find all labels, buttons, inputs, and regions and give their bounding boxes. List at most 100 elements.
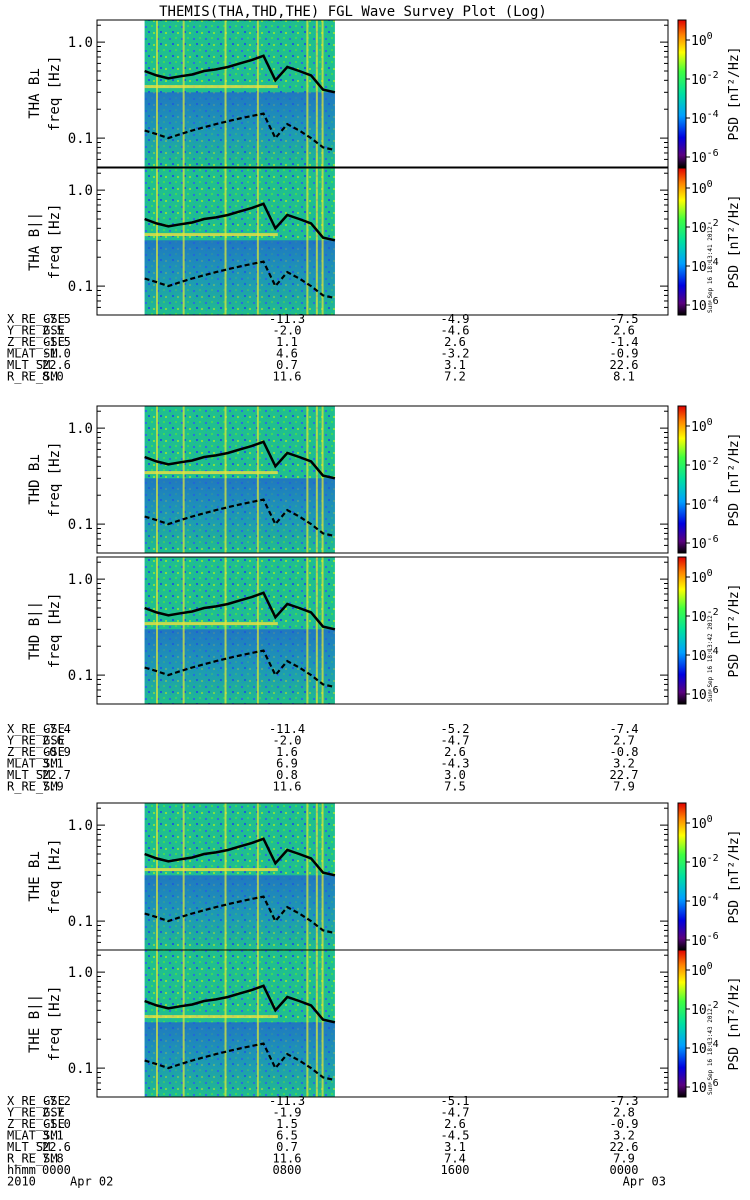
spectrogram-stripe: [224, 168, 227, 315]
spectrogram-stripe: [156, 168, 159, 315]
lower-frequency-trace: [144, 112, 336, 152]
orbit-value: 11.6: [273, 1152, 302, 1166]
lower-frequency-trace: [144, 260, 336, 300]
orbit-value: -4.3: [441, 757, 470, 771]
spectrogram-stripe: [224, 950, 227, 1097]
y-tick-label: 1.0: [68, 818, 93, 834]
orbit-row-label: MLT_SM: [7, 768, 50, 782]
panel-ylabel: THE B||: [27, 994, 43, 1053]
spectrogram-panel: 1.0 0.1 THE B|| freq [Hz] 100 10-2 10-4 10-6 PSD…: [27, 949, 742, 1098]
orbit-row-label: MLAT_SM: [7, 347, 58, 361]
orbit-value: 7.9: [613, 780, 635, 794]
year-label: 2010: [7, 1175, 36, 1189]
spectrogram-stripe: [156, 20, 159, 167]
orbit-value: 2.6: [444, 335, 466, 349]
orbit-row-label: MLT_SM: [7, 358, 50, 372]
colorbar-tick-label: 10-6: [691, 296, 719, 314]
colorbar-label: PSD [nT²/Hz]: [727, 584, 742, 678]
spectrogram-panel: 1.0 0.1 THD B|| freq [Hz] 100 10-2 10-4 10-6 PSD…: [27, 556, 742, 705]
spectrogram-band-line: [144, 622, 278, 626]
upper-frequency-trace: [144, 440, 336, 480]
colorbar-tick-label: 100: [691, 814, 713, 832]
colorbar-tick-label: 100: [691, 31, 713, 49]
orbit-row-label: R_RE_SM: [7, 1152, 58, 1166]
orbit-row-label: X_RE_GSE: [7, 1094, 65, 1108]
orbit-value: 3.0: [444, 768, 466, 782]
spectrogram-stripe: [315, 803, 318, 950]
colorbar-tick-label: 10-2: [691, 853, 719, 871]
time-tick-label: 1600: [441, 1163, 470, 1177]
y-tick-label: 0.1: [68, 279, 93, 295]
spectrogram-stripe: [224, 20, 227, 167]
orbit-value: -1.4: [610, 335, 639, 349]
orbit-value: 7.5: [444, 780, 466, 794]
spectrogram-stripe: [321, 406, 324, 553]
orbit-row-label: R_RE_SM: [7, 370, 58, 384]
spectrogram-stripe: [306, 406, 309, 553]
spectrogram-stripe: [315, 20, 318, 167]
spectrogram-panel: 1.0 0.1 THD B⊥ freq [Hz] 100 10-2 10-4 10-6 PSD …: [27, 405, 742, 554]
orbit-value: 22.7: [610, 768, 639, 782]
orbit-value: -7.4: [42, 722, 71, 736]
spectrogram-low-band: [144, 1022, 335, 1097]
orbit-value: -0.9: [42, 745, 71, 759]
spectrogram-stripe: [182, 168, 185, 315]
colorbar-tick-label: 10-2: [691, 218, 719, 236]
orbit-value: -11.4: [269, 722, 305, 736]
orbit-value: -7.3: [610, 1094, 639, 1108]
y-tick-label: 1.0: [68, 35, 93, 51]
orbit-value: 1.5: [276, 1117, 298, 1131]
spectrogram-stripe: [182, 557, 185, 704]
orbit-value: 7.9: [42, 780, 64, 794]
y-tick-label: 1.0: [68, 572, 93, 588]
panel-ylabel: THA B⊥: [27, 68, 43, 119]
colorbar: [677, 949, 687, 1098]
spectrogram-stripe: [224, 803, 227, 950]
panel-frame: [96, 949, 669, 1098]
orbit-value: -4.9: [441, 312, 470, 326]
upper-frequency-trace: [144, 591, 336, 631]
generation-stamp: Sun Sep 16 18:13:42 2012: [707, 615, 714, 702]
orbit-value: -11.3: [269, 312, 305, 326]
y-tick-label: 1.0: [68, 421, 93, 437]
orbit-value: 6.5: [276, 1129, 298, 1143]
orbit-row-label: X_RE_GSE: [7, 312, 65, 326]
panel-ysublabel: freq [Hz]: [47, 204, 63, 280]
orbit-value: 0.7: [276, 358, 298, 372]
orbit-value: -7.2: [42, 1094, 71, 1108]
spectrogram-panels: 1.0 0.1 THA B⊥ freq [Hz] 100 10-2 10-4 10-6 PSD …: [27, 19, 742, 1098]
spectrogram-stripe: [321, 803, 324, 950]
colorbar-tick-label: 10-4: [691, 892, 719, 910]
upper-frequency-trace: [144, 984, 336, 1024]
lower-frequency-trace: [144, 1042, 336, 1082]
upper-frequency-trace: [144, 202, 336, 242]
orbit-value: 2.7: [42, 1106, 64, 1120]
orbit-value: 22.7: [42, 768, 71, 782]
colorbar-tick-label: 10-6: [691, 1078, 719, 1096]
orbit-value: -4.6: [441, 324, 470, 338]
orbit-value: -0.9: [610, 347, 639, 361]
spectrogram-band-line: [144, 233, 278, 237]
orbit-value: 4.6: [276, 347, 298, 361]
orbit-value: 7.2: [444, 370, 466, 384]
spectrogram-stripe: [224, 557, 227, 704]
spectrogram-stripe: [321, 20, 324, 167]
time-row-label: hhmm: [7, 1163, 36, 1177]
y-tick-label: 1.0: [68, 183, 93, 199]
orbit-value: -4.7: [441, 1106, 470, 1120]
spectrogram-stripe: [256, 168, 259, 315]
spectrogram-stripe: [315, 168, 318, 315]
orbit-row-label: X_RE_GSE: [7, 722, 65, 736]
time-tick-label: 0000: [42, 1163, 71, 1177]
spectrogram-stripe: [256, 803, 259, 950]
colorbar: [677, 405, 687, 554]
spectrogram-band-line: [144, 471, 278, 475]
spectrogram-stripe: [315, 406, 318, 553]
generation-stamp: Sun Sep 16 18:13:43 2012: [707, 1008, 714, 1095]
colorbar-tick-label: 10-4: [691, 1039, 719, 1057]
panel-ylabel: THD B⊥: [27, 454, 43, 505]
spectrogram-stripe: [306, 168, 309, 315]
spectrogram-stripe: [182, 406, 185, 553]
y-tick-label: 0.1: [68, 1061, 93, 1077]
